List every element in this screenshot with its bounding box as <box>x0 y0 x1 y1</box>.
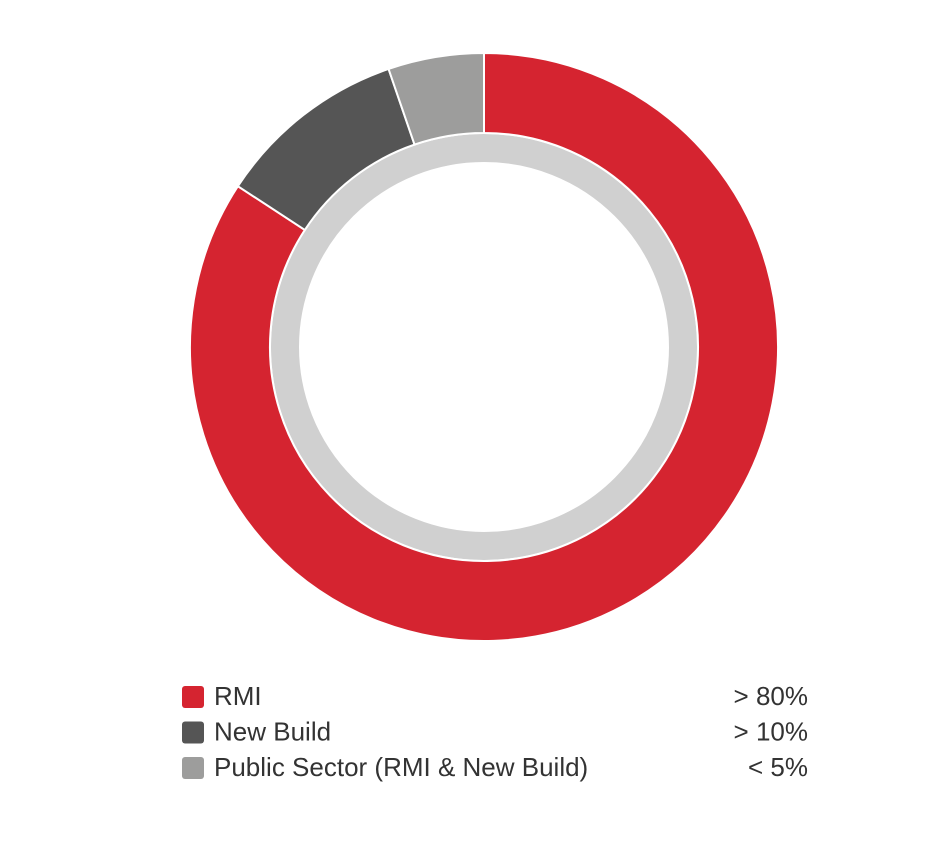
value-label: < 5% <box>748 752 808 782</box>
slices <box>189 51 779 642</box>
legend-swatch <box>182 721 204 744</box>
legend: RMI > 80% New Build > 10% Public Sector (RMI… <box>182 681 808 782</box>
legend-swatch <box>182 757 204 779</box>
value-label: > 80% <box>734 681 808 711</box>
slice <box>189 51 779 642</box>
legend-label: Public Sector (RMI & New Build) <box>214 752 588 782</box>
value-label: > 10% <box>734 716 808 746</box>
inner-ring <box>271 134 697 560</box>
legend-label: RMI <box>214 681 262 711</box>
slice <box>387 51 485 146</box>
legend-swatch <box>182 686 204 708</box>
legend-label: New Build <box>214 716 331 746</box>
